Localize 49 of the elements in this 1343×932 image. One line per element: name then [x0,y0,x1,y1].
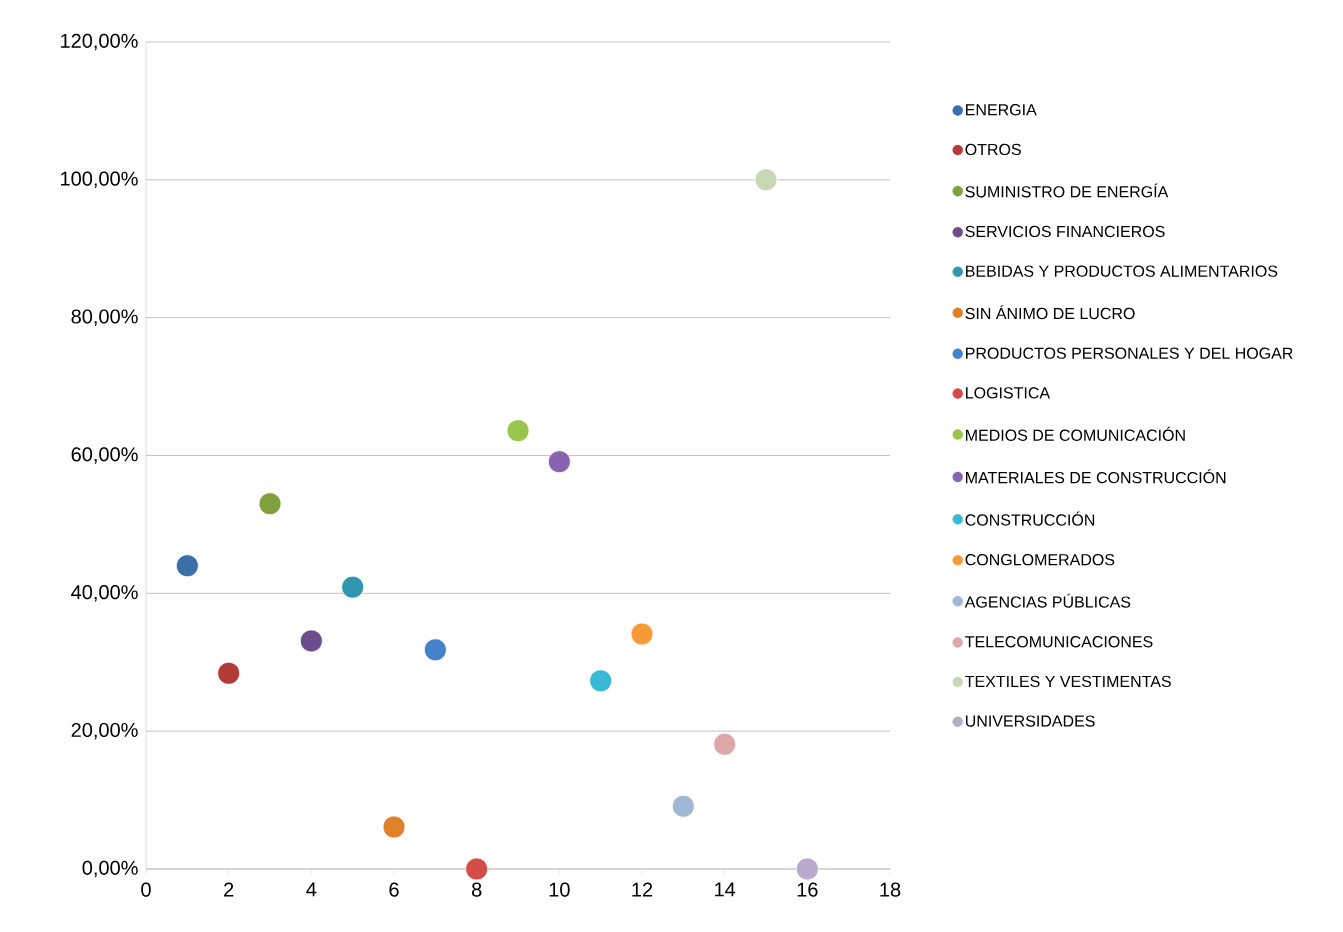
point [382,815,406,839]
point [175,554,199,578]
legend-label: CONGLOMERADOS [965,554,1115,566]
y-tick-label: 60,00% [71,447,138,464]
point [754,168,778,192]
point [423,638,447,662]
x-tick-label: 16 [797,882,818,897]
point [465,857,489,881]
legend-label: CONSTRUCCIÓN [965,511,1095,526]
legend-label: LOGISTICA [966,387,1051,399]
point [547,450,571,474]
x-tick-label: 8 [471,882,482,897]
point [713,732,737,756]
legend-label: SUMINISTRO DE ENERGÍA [965,183,1169,198]
point [341,575,365,599]
x-tick-label: 2 [224,882,234,897]
point [630,622,654,646]
point [671,794,695,818]
x-tick-label: 12 [632,882,653,897]
x-tick-label: 0 [141,882,151,897]
y-tick-label: 100,00% [61,171,138,189]
point [217,661,241,685]
legend-label: MEDIOS DE COMUNICACIÓN [966,426,1185,441]
x-tick-label: 18 [880,882,901,897]
point [506,419,530,443]
x-tick-label: 14 [715,882,736,897]
y-tick-label: 80,00% [71,309,138,326]
point [795,857,819,881]
y-tick-label: 40,00% [71,585,138,602]
point [589,669,613,693]
point [299,629,323,653]
point [258,492,282,516]
x-tick-label: 6 [389,882,399,897]
legend-label: OTROS [965,143,1021,156]
legend-label: SERVICIOS FINANCIEROS [965,225,1165,238]
legend-label: ENERGIA [966,104,1037,116]
legend-label: PRODUCTOS PERSONALES Y DEL HOGAR [966,347,1293,359]
legend-label: TELECOMUNICACIONES [965,636,1153,648]
y-tick-label: 0,00% [82,860,138,878]
x-tick-label: 10 [549,882,570,897]
legend-label: AGENCIAS PÚBLICAS [964,593,1131,608]
legend-label: BEBIDAS Y PRODUCTOS ALIMENTARIOS [966,265,1278,277]
y-tick-label: 20,00% [71,722,138,740]
legend-label: TEXTILES Y VESTIMENTAS [965,675,1171,688]
legend-label: UNIVERSIDADES [965,715,1095,727]
legend-label: MATERIALES DE CONSTRUCCIÓN [966,469,1226,484]
legend-label: SIN ÁNIMO DE LUCRO [965,305,1135,320]
y-tick-label: 120,00% [61,33,138,51]
x-tick-label: 4 [306,882,317,897]
